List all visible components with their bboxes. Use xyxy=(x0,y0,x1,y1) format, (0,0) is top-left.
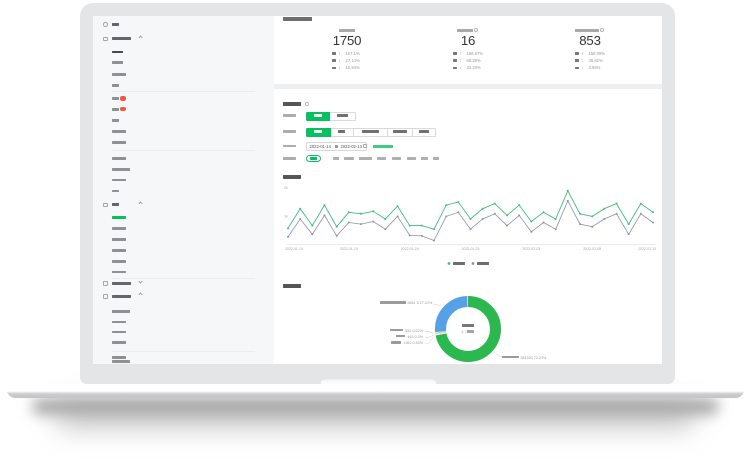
svg-text:2022-01-24: 2022-01-24 xyxy=(401,246,419,250)
svg-text:2022-01-19: 2022-01-19 xyxy=(340,246,358,250)
svg-text:2k: 2k xyxy=(284,186,288,190)
svg-text:2022-02-08: 2022-02-08 xyxy=(583,246,601,250)
svg-text:2022-01-14: 2022-01-14 xyxy=(285,246,303,250)
svg-text:2022-02-03: 2022-02-03 xyxy=(522,246,540,250)
svg-text:2022-01-29: 2022-01-29 xyxy=(462,246,480,250)
svg-text:2022-02-13: 2022-02-13 xyxy=(638,246,656,250)
svg-text:1k: 1k xyxy=(284,214,288,218)
